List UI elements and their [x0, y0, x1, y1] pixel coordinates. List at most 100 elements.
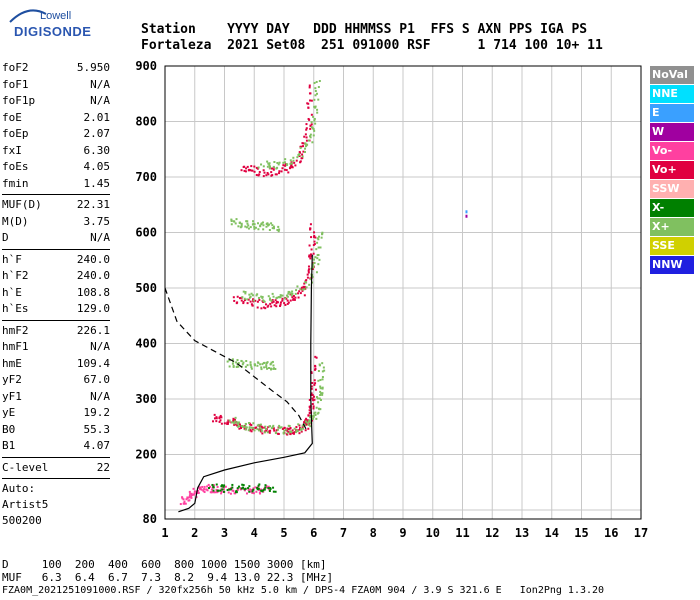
trace-point [259, 488, 262, 491]
trace-point [237, 365, 240, 368]
divider [2, 194, 110, 195]
trace-point [250, 367, 253, 370]
trace-point [308, 419, 311, 422]
trace-point [311, 415, 314, 418]
trace-point [221, 485, 224, 488]
trace-point [313, 129, 316, 132]
trace-point [267, 487, 270, 490]
trace-point [254, 299, 257, 302]
trace-point [272, 225, 275, 228]
trace-point [272, 295, 275, 298]
trace-point [277, 432, 280, 435]
trace-point [322, 366, 325, 369]
trace-point [260, 163, 263, 166]
trace-point [273, 161, 276, 164]
trace-point [235, 302, 238, 305]
trace-point [317, 370, 320, 373]
trace-point [252, 492, 255, 495]
trace-point [268, 163, 271, 166]
trace-point [267, 173, 270, 176]
trace-point [307, 139, 310, 142]
trace-point [307, 269, 310, 272]
header-labels: Station YYYY DAY DDD HHMMSS P1 FFS S AXN… [141, 22, 588, 37]
trace-point [216, 491, 219, 494]
trace-point [290, 161, 293, 164]
trace-point [270, 222, 273, 225]
trace-point [222, 488, 225, 491]
trace-point [268, 488, 271, 491]
trace-point [242, 486, 245, 489]
trace-point [206, 489, 209, 492]
trace-point [250, 424, 253, 427]
trace-point [232, 418, 235, 421]
trace-point [312, 405, 315, 408]
trace-point [275, 302, 278, 305]
trace-point [305, 128, 308, 131]
trace-point [284, 158, 287, 161]
trace-point [315, 417, 318, 420]
trace-point [286, 295, 289, 298]
trace-point [282, 431, 285, 434]
param-row: B0 55.3 [2, 422, 110, 439]
trace-point [316, 257, 319, 260]
trace-point [266, 165, 269, 168]
trace-point [260, 307, 263, 310]
trace-point [262, 228, 265, 231]
trace-point [228, 488, 231, 491]
trace-point [307, 271, 310, 274]
trace-point [290, 431, 293, 434]
trace-point [269, 302, 272, 305]
trace-point [270, 368, 273, 371]
trace-point [311, 382, 314, 385]
trace-point [307, 427, 310, 430]
trace-point [267, 485, 270, 488]
trace-point [247, 298, 250, 301]
trace-point [317, 253, 320, 256]
trace-point [210, 491, 213, 494]
trace-point [256, 300, 259, 303]
trace-point [293, 161, 296, 164]
trace-point [222, 485, 225, 488]
trace-point [268, 297, 271, 300]
trace-point [239, 226, 242, 229]
trace-point [279, 294, 282, 297]
trace-point [313, 240, 316, 243]
legend-item: SSW [650, 180, 694, 198]
trace-point [257, 296, 260, 299]
trace-point [295, 426, 298, 429]
trace-point [313, 231, 316, 234]
trace-point [267, 304, 270, 307]
trace-point [251, 491, 254, 494]
param-value: N/A [90, 340, 110, 353]
trace-point [308, 244, 311, 247]
trace-point [188, 490, 191, 493]
trace-point [273, 304, 276, 307]
trace-point [304, 281, 307, 284]
y-tick-label: 400 [135, 337, 157, 351]
param-name: M(D) [2, 214, 29, 228]
trace-point [299, 292, 302, 295]
trace-point [231, 358, 234, 361]
trace-point [268, 489, 271, 492]
trace-point [308, 118, 311, 121]
trace-point [261, 363, 264, 366]
param-value: 129.0 [76, 302, 110, 315]
trace-point [231, 489, 234, 492]
trace-point [299, 146, 302, 149]
trace-point [313, 81, 316, 84]
trace-point [249, 295, 252, 298]
trace-point [186, 496, 189, 499]
param-name: yF1 [2, 389, 22, 403]
trace-point [316, 108, 319, 111]
trace-point [224, 485, 227, 488]
trace-point [238, 421, 241, 424]
trace-point [312, 134, 315, 137]
trace-point [291, 166, 294, 169]
param-value: 226.1 [76, 323, 110, 337]
trace-point [270, 361, 273, 364]
param-row: B1 4.07 [2, 438, 110, 455]
trace-point [286, 432, 289, 435]
trace-point [236, 424, 239, 427]
trace-point [306, 273, 309, 276]
trace-point [315, 356, 318, 359]
